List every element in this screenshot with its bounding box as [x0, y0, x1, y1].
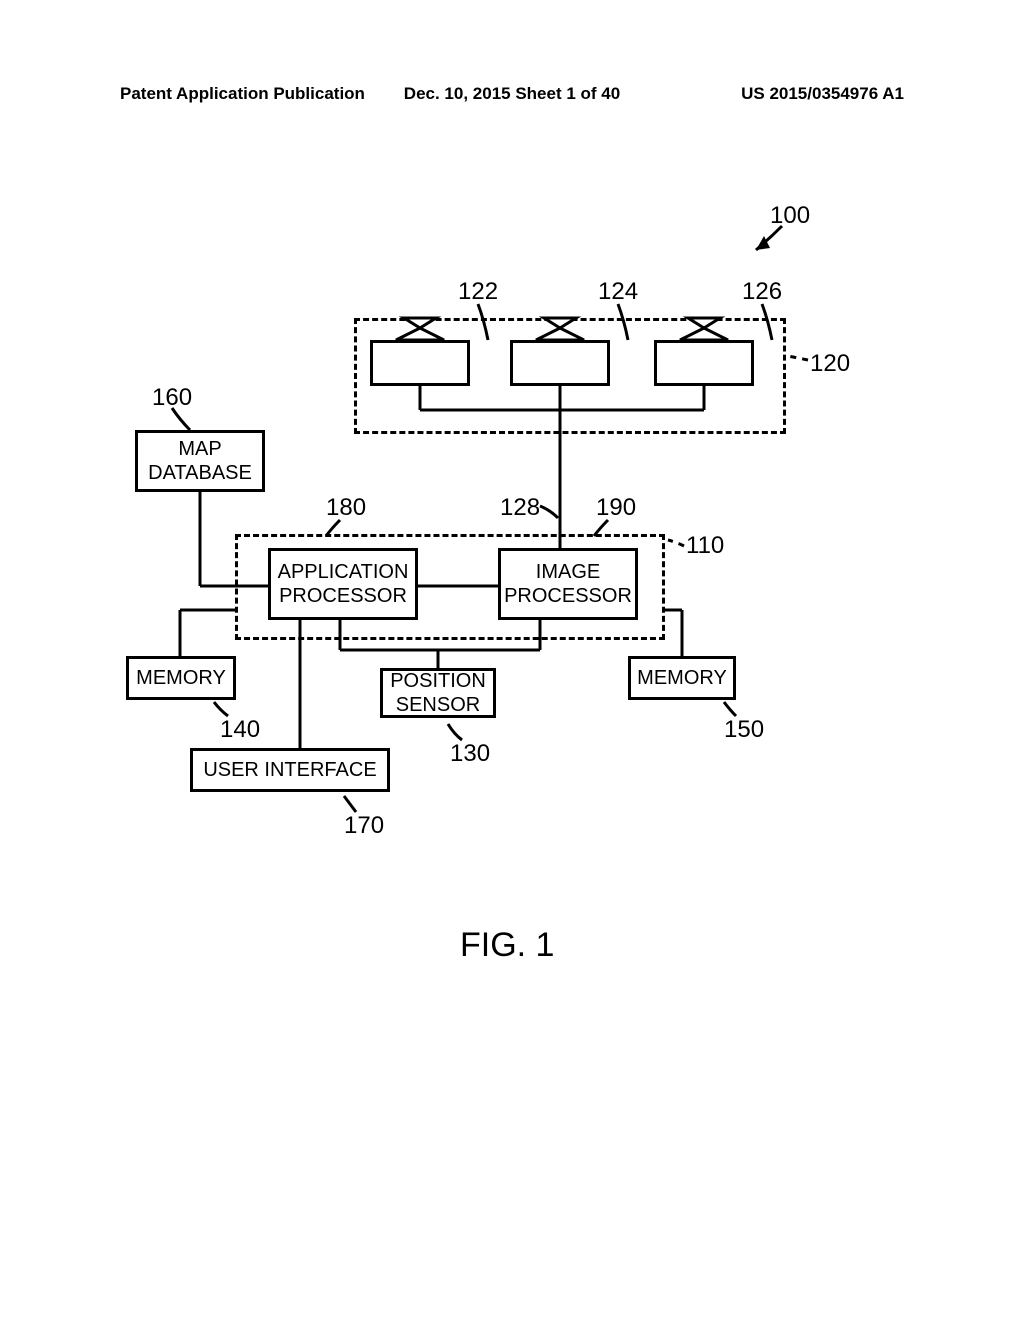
header-right: US 2015/0354976 A1	[741, 84, 904, 104]
page: Patent Application Publication Dec. 10, …	[0, 0, 1024, 1320]
label-120: 120	[810, 350, 850, 378]
label-150: 150	[724, 716, 764, 744]
figure-caption: FIG. 1	[460, 926, 554, 965]
label-140: 140	[220, 716, 260, 744]
label-100: 100	[770, 202, 810, 230]
label-110: 110	[686, 532, 724, 560]
label-170: 170	[344, 812, 384, 840]
memory-right-block: MEMORY	[628, 656, 736, 700]
label-122: 122	[458, 278, 498, 306]
camera-122-base	[370, 340, 470, 386]
label-124: 124	[598, 278, 638, 306]
camera-126-base	[654, 340, 754, 386]
label-180: 180	[326, 494, 366, 522]
user-interface-block: USER INTERFACE	[190, 748, 390, 792]
page-header: Patent Application Publication Dec. 10, …	[120, 84, 904, 104]
label-190: 190	[596, 494, 636, 522]
label-126: 126	[742, 278, 782, 306]
memory-left-block: MEMORY	[126, 656, 236, 700]
image-processor-block: IMAGE PROCESSOR	[498, 548, 638, 620]
camera-124-base	[510, 340, 610, 386]
label-130: 130	[450, 740, 490, 768]
map-database-block: MAP DATABASE	[135, 430, 265, 492]
label-128: 128	[500, 494, 540, 522]
header-center: Dec. 10, 2015 Sheet 1 of 40	[404, 84, 620, 104]
application-processor-block: APPLICATION PROCESSOR	[268, 548, 418, 620]
label-160: 160	[152, 384, 192, 412]
position-sensor-block: POSITION SENSOR	[380, 668, 496, 718]
header-left: Patent Application Publication	[120, 84, 365, 104]
